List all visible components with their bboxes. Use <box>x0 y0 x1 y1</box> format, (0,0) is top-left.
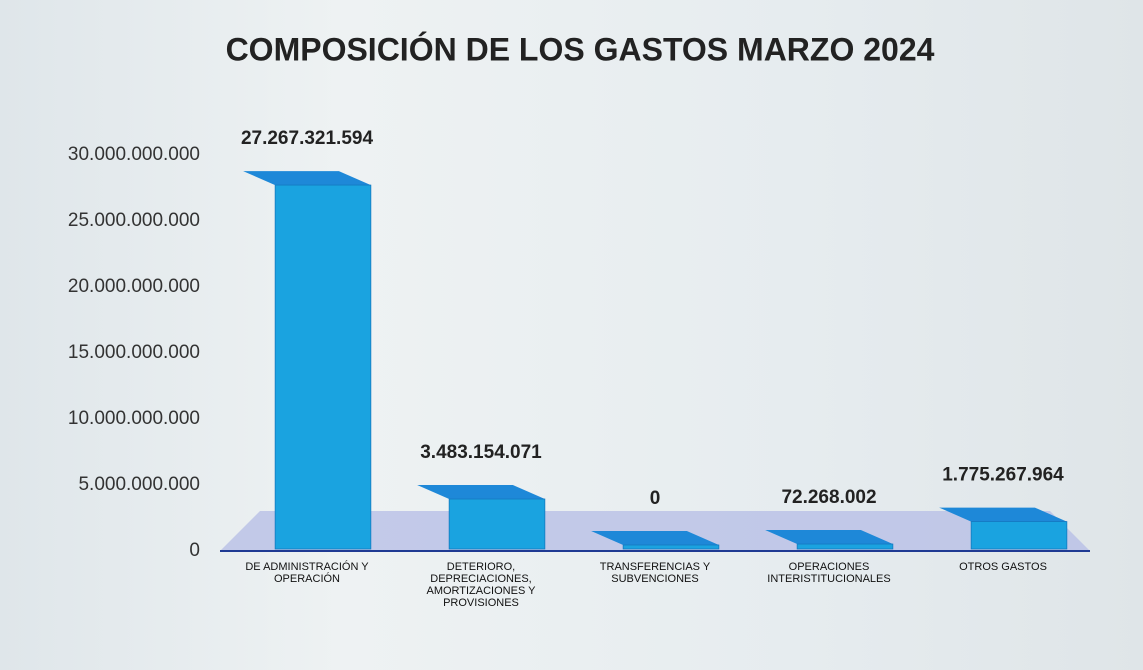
bar-front <box>448 498 546 550</box>
y-tick-label: 5.000.000.000 <box>78 474 200 495</box>
bar-top <box>765 530 893 545</box>
value-label: 3.483.154.071 <box>420 442 542 463</box>
value-label: 72.268.002 <box>781 487 876 508</box>
bar-front <box>622 544 720 550</box>
bar <box>243 171 372 550</box>
x-tick-label: DETERIORO, DEPRECIACIONES, AMORTIZACIONE… <box>426 561 536 609</box>
value-label: 27.267.321.594 <box>241 128 374 149</box>
bar <box>765 530 894 550</box>
y-tick-label: 0 <box>189 540 200 561</box>
bar-front <box>970 521 1068 550</box>
y-tick-label: 25.000.000.000 <box>68 210 200 231</box>
y-tick-label: 15.000.000.000 <box>68 342 200 363</box>
bar-front <box>274 184 372 550</box>
x-tick-label: TRANSFERENCIAS Y SUBVENCIONES <box>599 561 711 585</box>
value-label: 1.775.267.964 <box>942 465 1064 486</box>
x-tick-label: OPERACIONES INTERISTITUCIONALES <box>767 561 891 585</box>
y-tick-label: 10.000.000.000 <box>68 408 200 429</box>
bar-top <box>243 171 371 186</box>
x-tick-label: OTROS GASTOS <box>959 561 1047 573</box>
bar-top <box>939 507 1067 522</box>
bar-front <box>796 543 894 550</box>
bar <box>939 507 1068 550</box>
x-tick-label: DE ADMINISTRACIÓN Y OPERACIÓN <box>245 561 369 585</box>
value-label: 0 <box>650 488 661 509</box>
chart-title: COMPOSICIÓN DE LOS GASTOS MARZO 2024 <box>226 31 935 67</box>
bar <box>591 531 720 550</box>
bar-top <box>417 485 545 500</box>
y-tick-label: 20.000.000.000 <box>68 276 200 297</box>
y-tick-label: 30.000.000.000 <box>68 144 200 165</box>
bar-top <box>591 531 719 545</box>
bar <box>417 485 546 550</box>
